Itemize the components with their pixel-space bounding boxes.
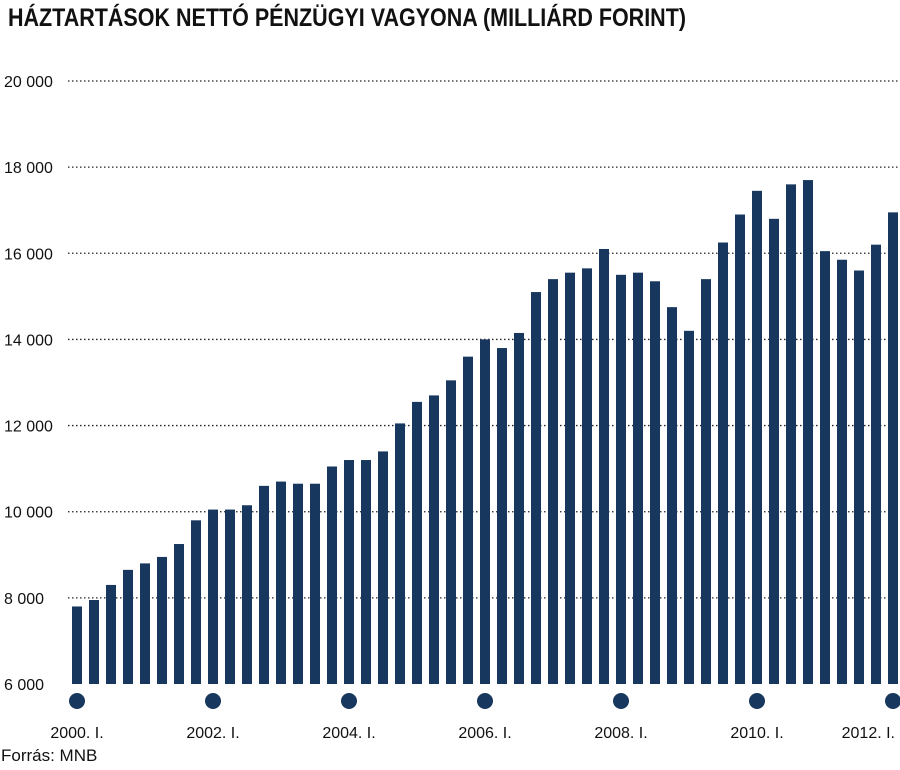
y-tick-label: 14 000 [4, 332, 53, 349]
bar [871, 244, 881, 684]
bar [684, 330, 694, 684]
year-marker-icon [341, 693, 357, 709]
bar [582, 268, 592, 684]
year-marker-icon [205, 693, 221, 709]
x-tick-label: 2010. I. [730, 725, 783, 742]
bar [191, 520, 201, 684]
y-tick-labels: 6 000 8 000 10 000 12 000 14 000 16 000 18 000… [4, 74, 53, 694]
bar [123, 569, 133, 684]
y-tick-label: 16 000 [4, 246, 53, 263]
chart-title: HÁZTARTÁSOK NETTÓ PÉNZÜGYI VAGYONA (MILL… [8, 4, 687, 32]
x-tick-label: 2002. I. [186, 725, 239, 742]
bar [208, 509, 218, 684]
bar [344, 460, 354, 684]
y-tick-label: 18 000 [4, 160, 53, 177]
bar [531, 292, 541, 684]
bars-layer [72, 180, 898, 685]
bar [378, 451, 388, 684]
year-marker-icon [613, 693, 629, 709]
y-tick-label: 20 000 [4, 74, 53, 91]
bar [310, 483, 320, 684]
year-marker-icon [749, 693, 765, 709]
bar [769, 218, 779, 685]
bar [480, 339, 490, 684]
bar [837, 259, 847, 684]
y-tick-label: 8 000 [4, 591, 44, 608]
bar [327, 466, 337, 684]
year-marker-icon [69, 693, 85, 709]
x-tick-labels: 2000. I. 2002. I. 2004. I. 2006. I. 2008. I.… [50, 725, 895, 742]
x-tick-label: 2012. I. [842, 725, 895, 742]
bar [72, 606, 82, 684]
bar [259, 485, 269, 684]
bar [429, 395, 439, 684]
bar [752, 190, 762, 684]
bar [633, 272, 643, 684]
bar [854, 270, 864, 684]
markers-layer [69, 693, 900, 709]
x-tick-label: 2008. I. [594, 725, 647, 742]
bar [395, 423, 405, 684]
bar [140, 563, 150, 684]
bar [667, 307, 677, 684]
bar [616, 274, 626, 684]
bar [412, 401, 422, 684]
bar [888, 212, 898, 684]
bar [497, 348, 507, 684]
bar [786, 184, 796, 684]
bar [276, 481, 286, 684]
bar [735, 214, 745, 684]
bar [565, 272, 575, 684]
year-marker-icon [885, 693, 900, 709]
bar [718, 242, 728, 684]
bar [650, 281, 660, 684]
bar [361, 460, 371, 684]
bar [293, 483, 303, 684]
bar [157, 556, 167, 684]
bar [89, 600, 99, 684]
y-tick-label: 6 000 [4, 677, 44, 694]
bar [446, 380, 456, 684]
bar [463, 356, 473, 684]
bar [820, 251, 830, 684]
year-marker-icon [477, 693, 493, 709]
bar [174, 544, 184, 684]
x-tick-label: 2000. I. [50, 725, 103, 742]
bar [514, 332, 524, 684]
bar [803, 180, 813, 685]
y-tick-label: 10 000 [4, 505, 53, 522]
source-note: Forrás: MNB [1, 746, 98, 765]
x-tick-label: 2006. I. [458, 725, 511, 742]
bar [599, 248, 609, 684]
y-tick-label: 12 000 [4, 419, 53, 436]
x-tick-label: 2004. I. [322, 725, 375, 742]
bar [106, 584, 116, 684]
bar [225, 509, 235, 684]
bar [701, 279, 711, 684]
bar [242, 505, 252, 684]
bar [548, 279, 558, 684]
